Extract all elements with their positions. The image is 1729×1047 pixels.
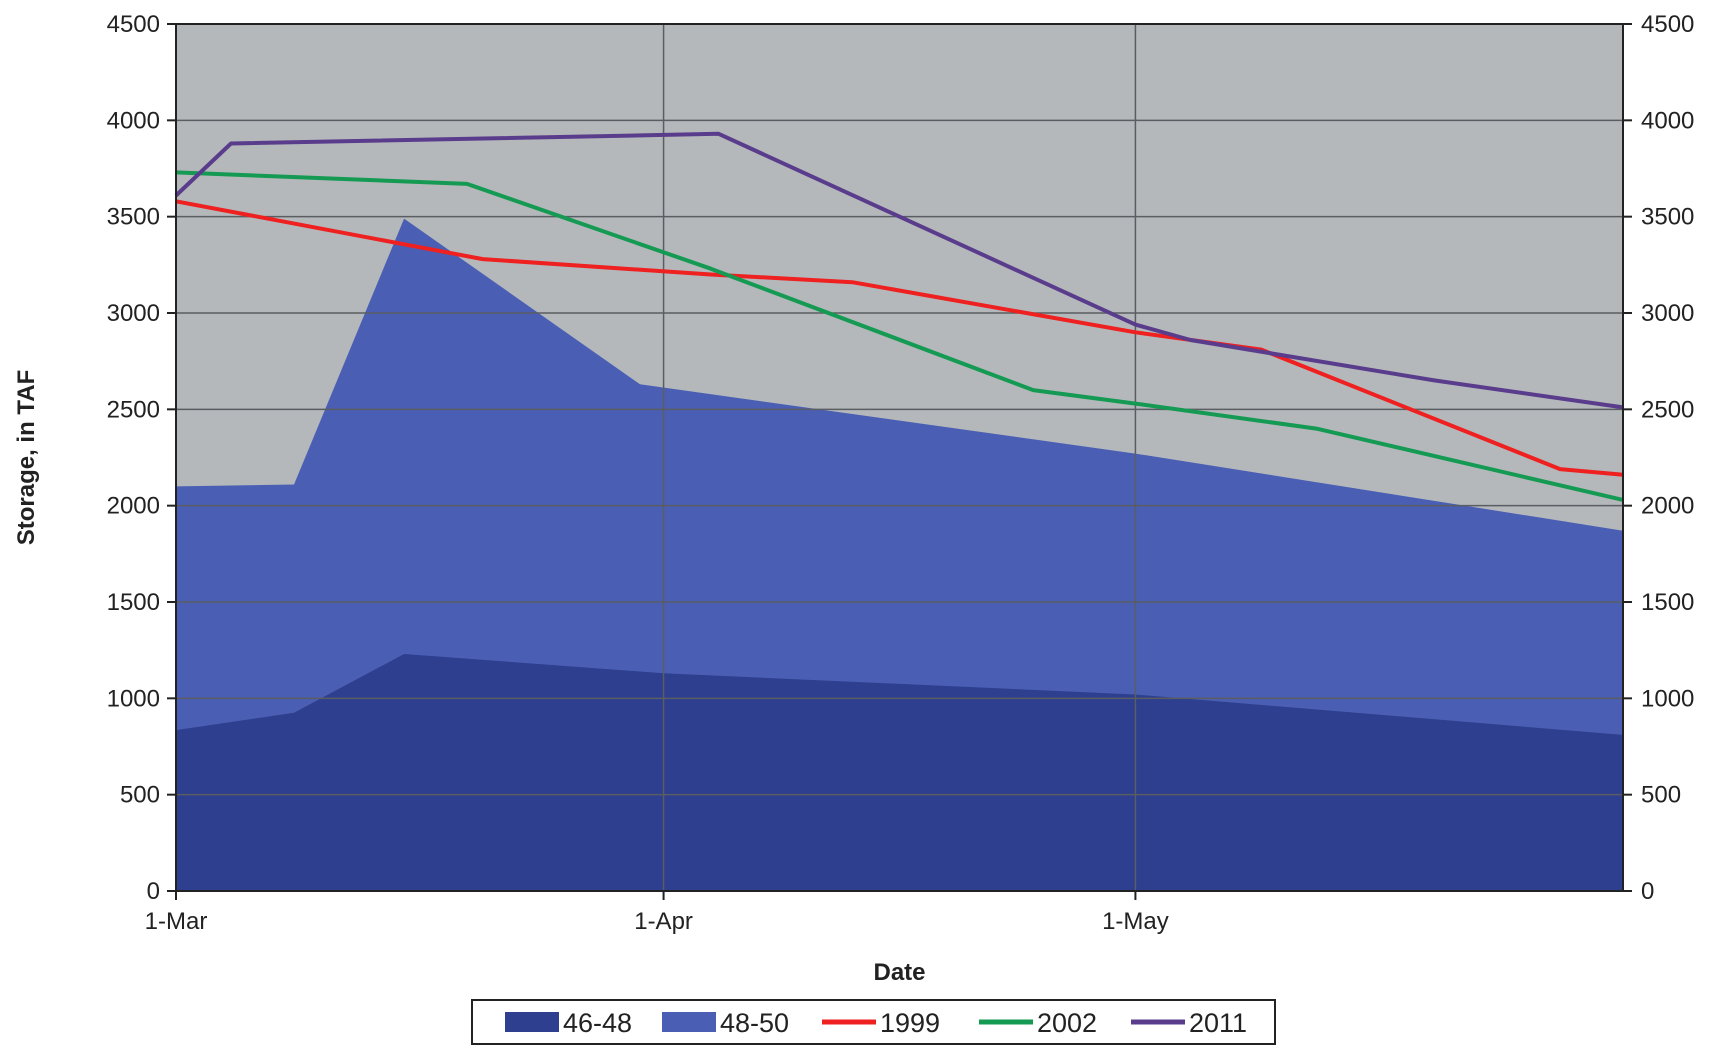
legend-label: 2002: [1037, 1008, 1097, 1038]
legend-swatch: [662, 1012, 716, 1032]
y-tick-label: 2500: [107, 396, 160, 423]
y-axis-left-ticks: 0 500 1000 1500 2000 2500 3000 3500 4000 4500: [107, 11, 176, 905]
y-tick-label-right: 2500: [1641, 396, 1694, 423]
y-tick-label-right: 2000: [1641, 493, 1694, 520]
line-1999: [175, 199, 1624, 477]
axes: [175, 23, 1624, 892]
legend-label: 46-48: [563, 1008, 632, 1038]
x-axis-title: Date: [873, 959, 925, 986]
area-46-48: [176, 654, 1623, 891]
y-tick-label-right: 4500: [1641, 11, 1694, 38]
y-tick-label: 3500: [107, 204, 160, 231]
y-tick-label-right: 1000: [1641, 685, 1694, 712]
line-2002: [175, 170, 1624, 502]
y-tick-label: 4500: [107, 11, 160, 38]
legend: 46-48 48-50 1999 2002 2011: [471, 999, 1276, 1045]
y-tick-label-right: 1500: [1641, 589, 1694, 616]
line-series: [174, 131, 1624, 502]
y-tick-label-right: 3500: [1641, 204, 1694, 231]
area-series: [176, 218, 1623, 892]
y-axis-title: Storage, in TAF: [13, 370, 40, 546]
legend-label: 48-50: [720, 1008, 789, 1038]
y-tick-label: 0: [147, 878, 160, 905]
y-tick-label-right: 3000: [1641, 300, 1694, 327]
line-2011: [174, 131, 1624, 410]
y-tick-label: 1000: [107, 685, 160, 712]
legend-label: 1999: [880, 1008, 940, 1038]
x-tick-label: 1-May: [1102, 908, 1169, 935]
y-tick-label: 1500: [107, 589, 160, 616]
y-tick-label: 2000: [107, 493, 160, 520]
legend-label: 2011: [1189, 1008, 1247, 1038]
y-tick-label-right: 4000: [1641, 107, 1694, 134]
y-tick-label: 4000: [107, 107, 160, 134]
y-tick-label-right: 0: [1641, 878, 1654, 905]
legend-swatch: [505, 1012, 559, 1032]
y-tick-label-right: 500: [1641, 782, 1681, 809]
y-tick-label: 3000: [107, 300, 160, 327]
y-axis-right-ticks: 0 500 1000 1500 2000 2500 3000 3500 4000 4500: [1623, 11, 1694, 905]
x-tick-label: 1-Mar: [145, 908, 208, 935]
y-tick-label: 500: [120, 782, 160, 809]
x-axis-ticks: 1-Mar 1-Apr 1-May: [145, 891, 1169, 935]
x-tick-label: 1-Apr: [634, 908, 693, 935]
